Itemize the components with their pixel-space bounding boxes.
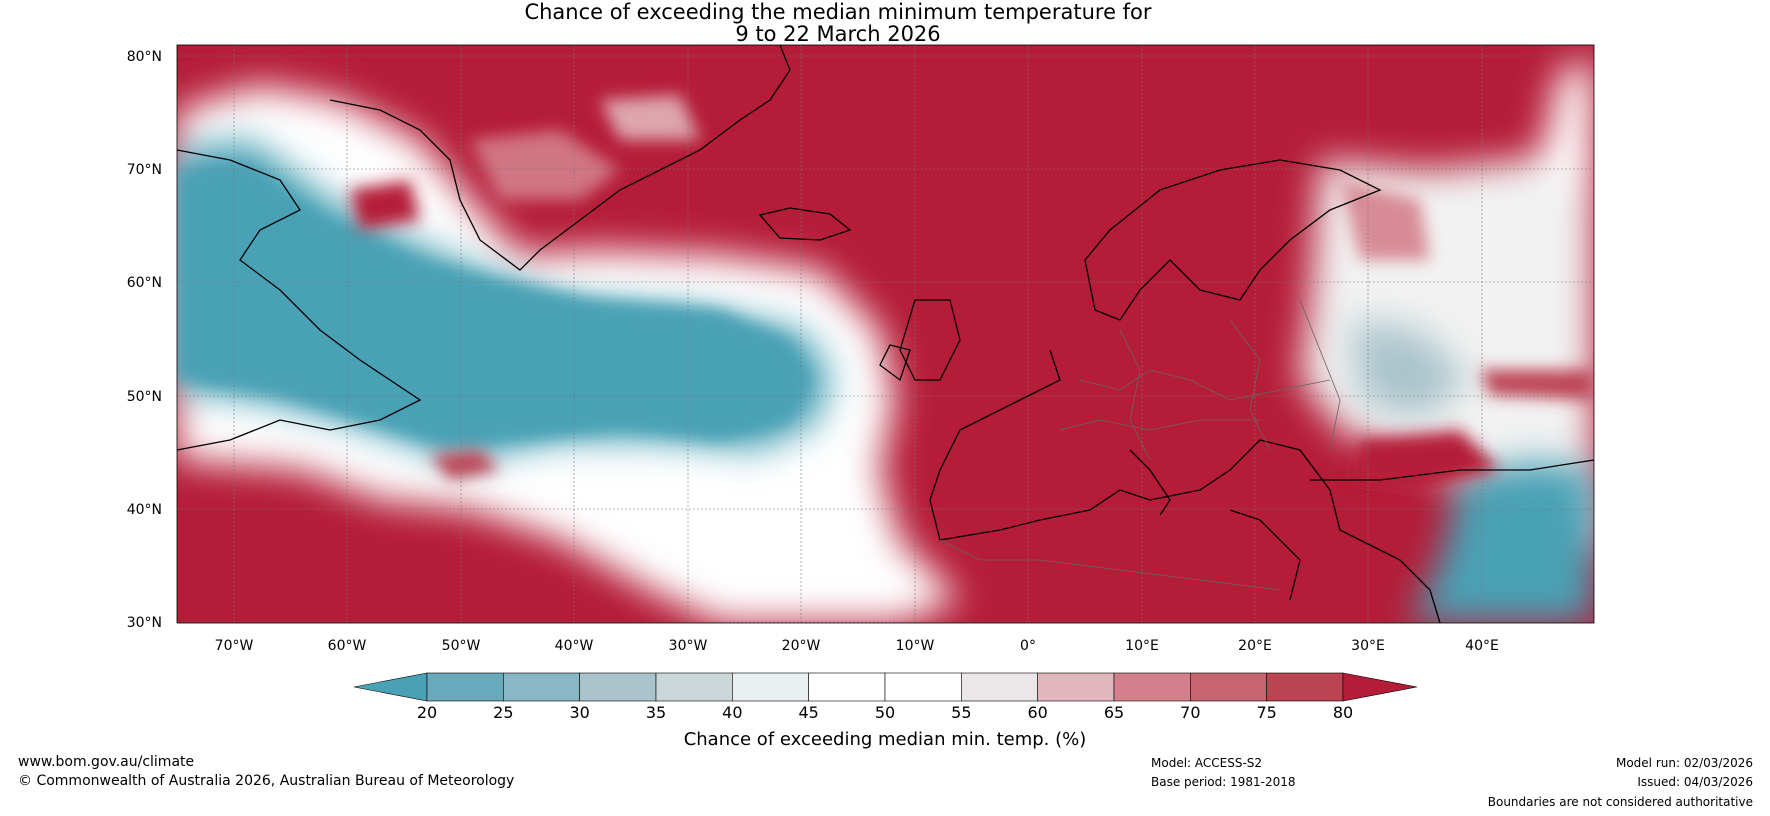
colorbar-low-extension	[353, 672, 428, 702]
colorbar-segment	[655, 672, 733, 702]
latitude-labels: 80°N 70°N 60°N 50°N 40°N 30°N	[127, 49, 162, 631]
base-period-text: Base period: 1981-2018	[1151, 775, 1296, 789]
coastlines	[177, 45, 1594, 623]
issued-text: Issued: 04/03/2026	[1637, 775, 1753, 789]
lat-label: 80°N	[127, 49, 162, 65]
lon-label: 20°W	[782, 638, 821, 654]
lon-label: 60°W	[328, 638, 367, 654]
map-title: Chance of exceeding the median minimum t…	[524, 0, 1152, 24]
copyright-text: © Commonwealth of Australia 2026, Austra…	[18, 773, 515, 789]
colorbar-segment	[1113, 672, 1191, 702]
longitude-labels: 70°W 60°W 50°W 40°W 30°W 20°W 10°W 0° 10…	[215, 638, 1499, 654]
lon-label: 70°W	[215, 638, 254, 654]
lat-label: 30°N	[127, 615, 162, 631]
lon-label: 40°W	[555, 638, 594, 654]
colorbar-tick-label: 75	[1256, 703, 1276, 722]
model-run-text: Model run: 02/03/2026	[1615, 756, 1753, 770]
lon-label: 10°W	[896, 638, 935, 654]
colorbar-segment	[426, 672, 504, 702]
colorbar-tick-label: 80	[1333, 703, 1353, 722]
disclaimer-text: Boundaries are not considered authoritat…	[1487, 795, 1753, 809]
colorbar-segment	[1190, 672, 1267, 702]
colorbar-tick-label: 25	[493, 703, 513, 722]
colorbar-segment	[732, 672, 809, 702]
lat-label: 50°N	[127, 389, 162, 405]
lon-label: 30°E	[1351, 638, 1385, 654]
lon-label: 10°E	[1125, 638, 1159, 654]
colorbar-tick-label: 35	[646, 703, 666, 722]
colorbar-segment	[1037, 672, 1115, 702]
country-borders	[939, 299, 1341, 591]
website-link[interactable]: www.bom.gov.au/climate	[18, 754, 195, 770]
colorbar-tick-label: 50	[875, 703, 895, 722]
colorbar-segment	[1266, 672, 1344, 702]
colorbar-tick-label: 60	[1027, 703, 1047, 722]
colorbar-segment	[808, 672, 886, 702]
lat-label: 60°N	[127, 275, 162, 291]
colorbar-high-extension	[1342, 672, 1418, 702]
map-subtitle: 9 to 22 March 2026	[735, 22, 941, 46]
lon-label: 40°E	[1465, 638, 1499, 654]
lat-label: 70°N	[127, 162, 162, 178]
colorbar-tick-label: 65	[1104, 703, 1124, 722]
colorbar-segment	[579, 672, 657, 702]
colorbar-tick-label: 55	[951, 703, 971, 722]
colorbar-tick-label: 45	[798, 703, 818, 722]
lon-label: 30°W	[669, 638, 708, 654]
colorbar-segment	[961, 672, 1038, 702]
lat-label: 40°N	[127, 502, 162, 518]
lon-label: 0°	[1020, 638, 1036, 654]
colorbar-label: Chance of exceeding median min. temp. (%…	[684, 729, 1087, 750]
colorbar-tick-label: 40	[722, 703, 742, 722]
colorbar-tick-label: 70	[1180, 703, 1200, 722]
colorbar-segment	[884, 672, 962, 702]
colorbar-segment	[503, 672, 580, 702]
graticule	[177, 45, 1594, 623]
model-text: Model: ACCESS-S2	[1151, 756, 1263, 770]
colorbar-tick-label: 20	[417, 703, 437, 722]
probability-field	[177, 45, 1594, 623]
colorbar-tick-label: 30	[569, 703, 589, 722]
colorbar: 20 25 30 35 40 45 50 55 60 65 70 75 80 Chance of exc…	[353, 672, 1418, 750]
lon-label: 20°E	[1238, 638, 1272, 654]
lon-label: 50°W	[442, 638, 481, 654]
